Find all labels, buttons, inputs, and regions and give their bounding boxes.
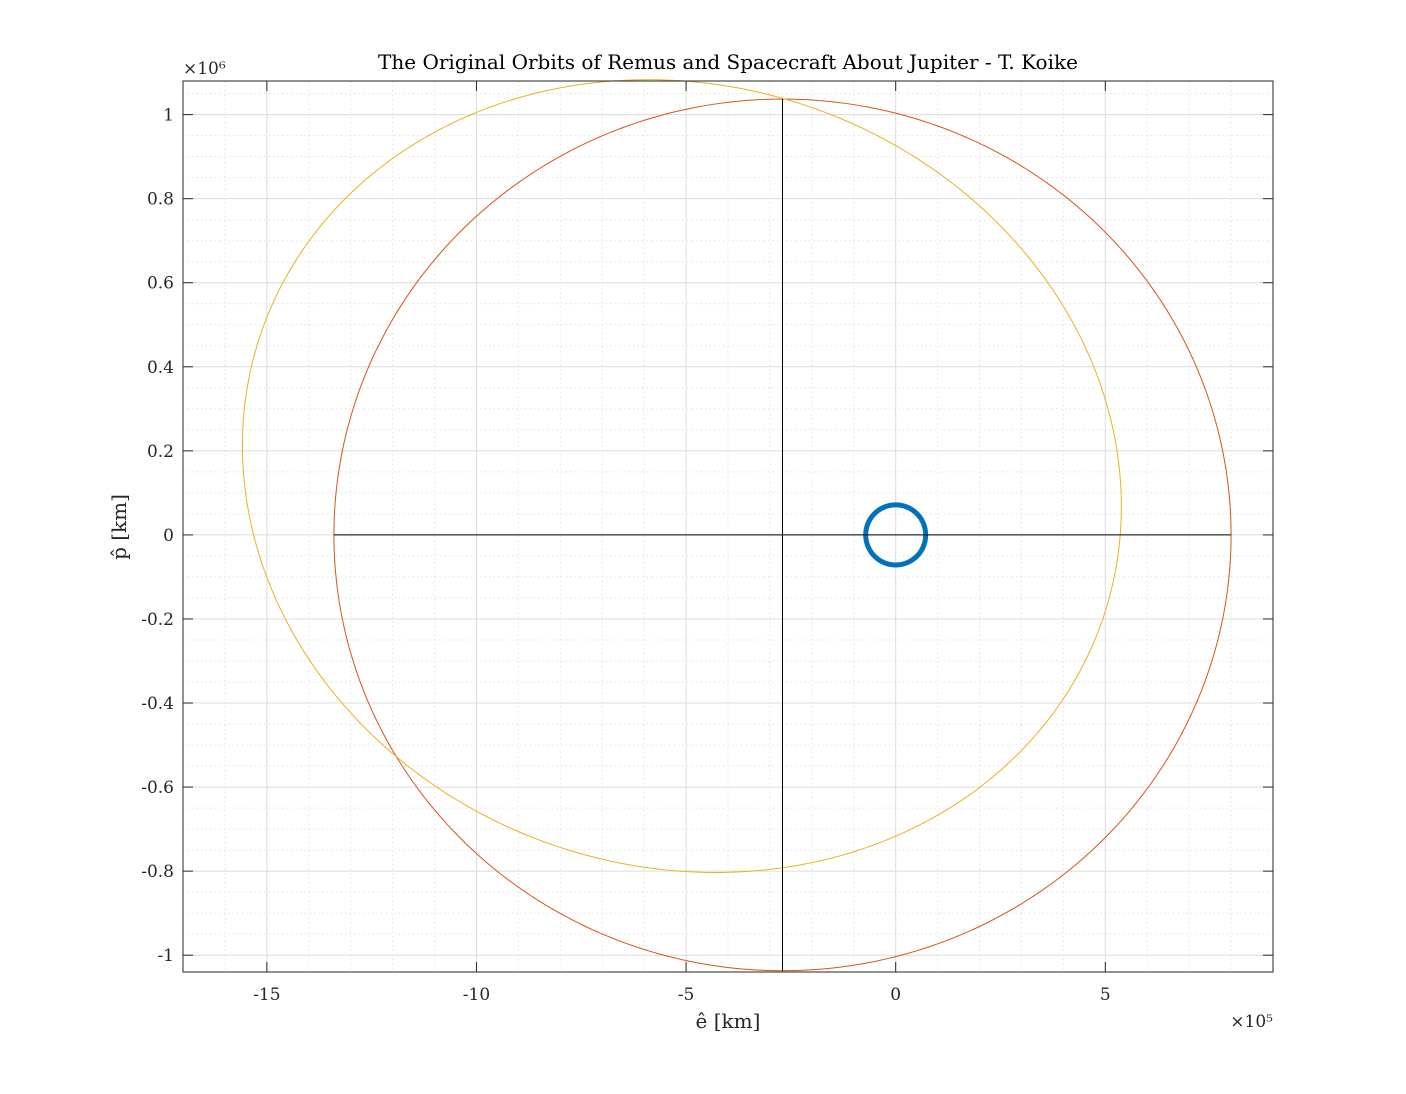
x-tick-label: 0 — [890, 985, 901, 1005]
chart-title: The Original Orbits of Remus and Spacecr… — [378, 50, 1078, 74]
x-tick-label: -5 — [678, 985, 695, 1005]
ticks — [183, 81, 1273, 972]
y-tick-label: -0.8 — [141, 862, 174, 882]
y-tick-label: -1 — [157, 946, 174, 966]
axes-box — [182, 80, 1274, 973]
y-tick-label: 0.6 — [147, 274, 174, 294]
orbit-ellipse — [333, 98, 1232, 972]
tick-labels: -15 -10 -5 0 5 -1 -0.8 -0.6 -0.4 -0.2 0 0.2 0.4 0.6 0.… — [141, 106, 1111, 1005]
orbit-ellipse — [241, 79, 1122, 873]
x-tick-label: 5 — [1100, 985, 1111, 1005]
y-tick-label: -0.2 — [141, 610, 174, 630]
y-exponent-label: ×10⁶ — [183, 59, 226, 79]
minor-grid — [182, 81, 1274, 972]
y-tick-label: 0.4 — [147, 358, 174, 378]
series-layer — [241, 79, 1232, 972]
y-tick-label: 0 — [163, 526, 174, 546]
y-tick-label: -0.6 — [141, 778, 174, 798]
x-axis-label: ê [km] — [696, 1009, 761, 1033]
y-tick-label: -0.4 — [141, 694, 174, 714]
x-tick-label: -15 — [253, 985, 280, 1005]
y-tick-label: 1 — [163, 106, 174, 126]
x-tick-label: -10 — [463, 985, 490, 1005]
y-tick-label: 0.8 — [147, 190, 174, 210]
y-tick-label: 0.2 — [147, 442, 174, 462]
x-exponent-label: ×10⁵ — [1230, 1012, 1273, 1032]
y-axis-label: p̂ [km] — [107, 494, 131, 560]
